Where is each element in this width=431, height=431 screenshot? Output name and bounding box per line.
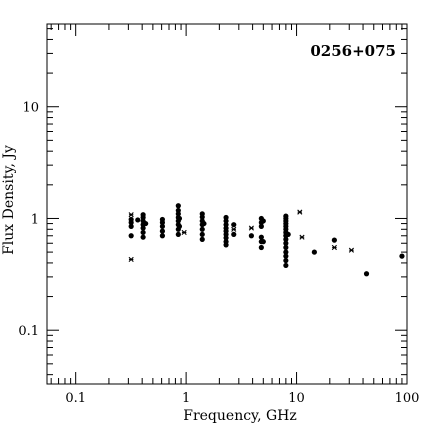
data-point	[177, 224, 182, 229]
data-point	[129, 217, 134, 222]
data-point	[160, 217, 165, 222]
data-point	[129, 233, 134, 238]
data-point	[261, 239, 266, 244]
data-point	[143, 221, 148, 226]
data-point	[259, 235, 264, 240]
data-point	[176, 232, 181, 237]
data-point	[249, 233, 254, 238]
data-point	[283, 213, 288, 218]
chart-title: 0256+075	[310, 42, 396, 60]
data-point	[200, 211, 205, 216]
data-point	[201, 221, 206, 226]
data-point	[283, 249, 288, 254]
data-point	[332, 238, 337, 243]
data-point	[176, 208, 181, 213]
y-tick-label: 10	[22, 101, 39, 116]
data-point	[160, 233, 165, 238]
data-point	[312, 249, 317, 254]
x-tick-label: 100	[395, 391, 420, 406]
x-tick-label: 10	[288, 391, 305, 406]
data-point	[176, 203, 181, 208]
x-tick-label: 1	[182, 391, 190, 406]
data-point	[259, 245, 264, 250]
data-point	[364, 271, 369, 276]
data-point	[200, 227, 205, 232]
y-tick-label: 1	[31, 212, 39, 227]
data-point	[231, 222, 236, 227]
data-point	[200, 232, 205, 237]
data-point	[200, 237, 205, 242]
data-point	[141, 212, 146, 217]
data-point	[231, 232, 236, 237]
data-point	[261, 218, 266, 223]
data-point	[135, 217, 140, 222]
data-point	[223, 215, 228, 220]
data-point	[283, 263, 288, 268]
y-axis-label: Flux Density, Jy	[1, 145, 17, 255]
data-point	[160, 229, 165, 234]
data-point	[399, 254, 404, 259]
x-tick-label: 0.1	[65, 391, 86, 406]
x-axis-label: Frequency, GHz	[183, 408, 297, 424]
data-point	[177, 216, 182, 221]
y-tick-label: 0.1	[18, 324, 39, 339]
data-point	[141, 235, 146, 240]
